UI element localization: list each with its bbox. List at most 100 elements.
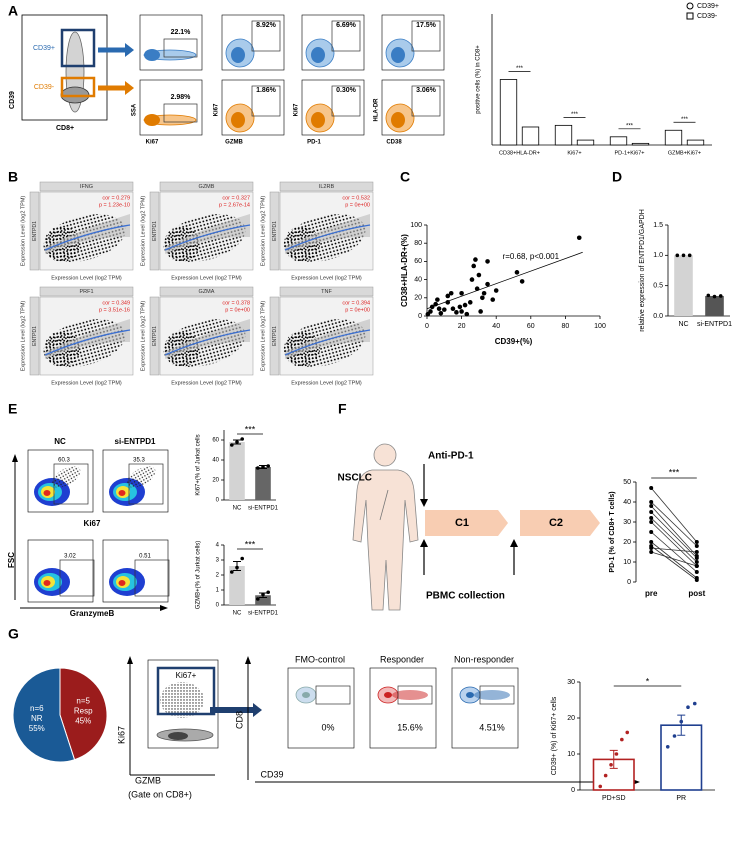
data-point bbox=[469, 277, 475, 282]
gate bbox=[60, 28, 96, 68]
y-tick-label: 0 bbox=[216, 603, 220, 609]
data-point bbox=[261, 465, 265, 469]
data-point bbox=[718, 294, 723, 298]
label: cor = 0.532 bbox=[342, 195, 370, 201]
label: Expression Level (log2 TPM) bbox=[260, 196, 266, 267]
bar bbox=[521, 126, 540, 146]
data-point bbox=[649, 546, 654, 550]
label: GZMA bbox=[199, 289, 215, 295]
panel-letter: E bbox=[8, 401, 17, 417]
label: IL2RB bbox=[319, 184, 335, 190]
data-point bbox=[480, 295, 485, 301]
label: p = 3.51e-16 bbox=[99, 307, 130, 313]
frame bbox=[369, 667, 437, 749]
label: 0.51 bbox=[139, 554, 151, 560]
frame bbox=[287, 667, 355, 749]
data-point bbox=[448, 290, 454, 296]
label: NSCLC bbox=[338, 473, 372, 484]
label: Expression Level (log2 TPM) bbox=[171, 275, 242, 281]
y-tick-label: 40 bbox=[414, 276, 422, 283]
gate bbox=[331, 20, 361, 52]
label: Ki67 bbox=[214, 103, 220, 116]
blob bbox=[231, 112, 245, 128]
label: Expression Level (log2 TPM) bbox=[20, 196, 26, 267]
y-tick-label: 40 bbox=[212, 458, 219, 464]
y-tick-label: 1.0 bbox=[653, 252, 663, 259]
gate bbox=[411, 85, 441, 117]
label: 1.86% bbox=[256, 87, 277, 94]
significance: *** bbox=[626, 123, 634, 129]
data-point bbox=[649, 504, 654, 508]
y-tick-label: 20 bbox=[567, 715, 575, 722]
data-point bbox=[240, 556, 244, 561]
pair-line bbox=[650, 521, 698, 567]
data-point bbox=[694, 540, 699, 544]
gate bbox=[479, 685, 515, 705]
data-point bbox=[433, 301, 438, 307]
significance: *** bbox=[245, 424, 256, 434]
label: C2 bbox=[549, 517, 563, 529]
data-point bbox=[706, 293, 711, 298]
panel-letter: A bbox=[8, 3, 18, 19]
gate bbox=[315, 685, 351, 705]
data-point bbox=[255, 597, 260, 601]
data-point bbox=[485, 259, 490, 264]
label: positive cells (%) in CD8+ bbox=[476, 45, 482, 114]
label: CD39 bbox=[260, 769, 283, 779]
x-tick-label: PD+SD bbox=[602, 795, 626, 802]
label: 22.1% bbox=[171, 29, 192, 36]
label: CD38 bbox=[386, 140, 402, 146]
x-tick-label: si-ENTPD1 bbox=[248, 506, 279, 512]
data-point bbox=[467, 300, 473, 305]
label: Ki67 bbox=[116, 726, 126, 744]
label: FSC bbox=[7, 552, 16, 568]
x-tick-label: pre bbox=[645, 589, 658, 598]
y-tick-label: 0 bbox=[418, 313, 422, 320]
significance: *** bbox=[516, 66, 524, 72]
arrow-head bbox=[127, 656, 133, 664]
data-point bbox=[672, 734, 677, 738]
pair-line bbox=[650, 501, 698, 547]
data-point bbox=[454, 310, 459, 315]
frame bbox=[139, 79, 203, 136]
data-point bbox=[598, 784, 603, 789]
strip bbox=[39, 181, 134, 192]
bar bbox=[255, 467, 271, 500]
gate bbox=[59, 559, 95, 597]
gate bbox=[134, 559, 170, 597]
fit-curve bbox=[284, 329, 371, 356]
data-point bbox=[459, 309, 464, 314]
y-tick-label: 30 bbox=[567, 679, 575, 686]
y-tick-label: 0.0 bbox=[653, 313, 663, 320]
data-point bbox=[485, 281, 490, 287]
label: GranzymeB bbox=[70, 609, 115, 618]
data-point bbox=[694, 570, 699, 574]
label: PRF1 bbox=[79, 289, 93, 295]
data-point bbox=[625, 730, 630, 735]
gate bbox=[53, 463, 89, 505]
data-point bbox=[675, 253, 680, 258]
label: p = 0e+00 bbox=[345, 307, 370, 313]
bar bbox=[499, 79, 518, 146]
data-point bbox=[649, 550, 654, 554]
bar bbox=[660, 724, 703, 791]
label: CD39+ bbox=[33, 45, 55, 52]
data-point bbox=[649, 486, 654, 490]
label: FMO-control bbox=[295, 654, 345, 664]
strip bbox=[149, 296, 160, 376]
label: cor = 0.349 bbox=[102, 300, 130, 306]
legend-label: CD39+ bbox=[697, 3, 719, 10]
x-tick-label: PR bbox=[676, 795, 686, 802]
x-tick-label: NC bbox=[678, 321, 688, 328]
y-tick-label: 60 bbox=[414, 258, 422, 265]
data-point bbox=[490, 297, 496, 302]
bar bbox=[255, 595, 271, 605]
data-point bbox=[686, 705, 690, 709]
label: ENTPD1 bbox=[152, 221, 158, 241]
data-point bbox=[230, 443, 234, 447]
data-point bbox=[493, 288, 499, 293]
data-point bbox=[240, 437, 244, 441]
data-point bbox=[649, 510, 654, 514]
body bbox=[352, 469, 419, 611]
x-tick-label: Ki67+ bbox=[567, 150, 581, 156]
